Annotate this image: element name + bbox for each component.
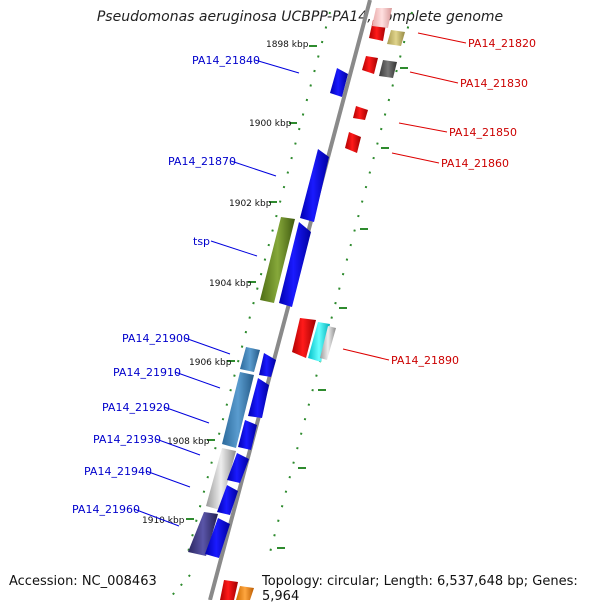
gene-pa14-21850[interactable] (353, 106, 368, 120)
kbp-label: 1910 kbp (142, 516, 185, 526)
gene-pa14-21870[interactable] (300, 149, 329, 222)
leader-line (210, 240, 258, 257)
gene-forward-5[interactable] (205, 518, 230, 558)
gene-forward-3[interactable] (248, 378, 269, 418)
gene-label[interactable]: PA14_21820 (468, 37, 536, 50)
gene-forward-2[interactable] (259, 353, 276, 377)
gene-label[interactable]: PA14_21920 (102, 401, 170, 414)
gene-forward-4[interactable] (227, 453, 249, 483)
gene-label[interactable]: PA14_21900 (122, 332, 190, 345)
leader-line (163, 406, 210, 424)
leader-line (133, 508, 180, 527)
kbp-label: 1898 kbp (266, 40, 309, 50)
tick-ruler-left (185, 11, 331, 561)
leader-line (145, 470, 191, 488)
gene-pa14-21890[interactable] (308, 322, 330, 362)
map-title: Pseudomonas aeruginosa UCBPP-PA14, compl… (96, 9, 504, 25)
gene-label[interactable]: PA14_21830 (460, 77, 528, 90)
gene-label[interactable]: PA14_21940 (84, 465, 152, 478)
gene-pa14-21900[interactable] (240, 347, 260, 372)
leader-line (230, 160, 277, 177)
gene-red-bottom[interactable] (220, 580, 238, 600)
leader-line (391, 152, 440, 164)
gene-label[interactable]: PA14_21890 (391, 354, 459, 367)
leader-line (417, 32, 467, 44)
gene-label[interactable]: PA14_21910 (113, 366, 181, 379)
gene-dark[interactable] (379, 60, 397, 78)
leader-line (342, 348, 390, 361)
gene-label[interactable]: tsp (193, 235, 210, 248)
leader-line (409, 71, 459, 84)
gene-label[interactable]: PA14_21850 (449, 126, 517, 139)
gene-forward-1[interactable] (279, 222, 311, 307)
gene-pa14-21830[interactable] (362, 56, 378, 74)
kbp-label: 1902 kbp (229, 199, 272, 209)
gene-label[interactable]: PA14_21930 (93, 433, 161, 446)
leader-line (155, 438, 201, 456)
kbp-label: 1906 kbp (189, 358, 232, 368)
leader-line (184, 337, 231, 355)
gene-label[interactable]: PA14_21870 (168, 155, 236, 168)
gene-pa14-21940[interactable] (217, 485, 238, 515)
gene-pa14-21910[interactable] (222, 372, 254, 448)
gene-red-1[interactable] (292, 318, 316, 358)
gene-orange-bottom[interactable] (236, 586, 254, 600)
gene-label[interactable]: PA14_21840 (192, 54, 260, 67)
kbp-label: 1904 kbp (209, 279, 252, 289)
gene-pa14-21930[interactable] (206, 448, 236, 510)
gene-tsp[interactable] (260, 217, 295, 303)
gene-silver-r[interactable] (320, 326, 336, 360)
gene-label[interactable]: PA14_21960 (72, 503, 140, 516)
gene-pa14-21860[interactable] (345, 132, 361, 153)
accession-text: Accession: NC_008463 (9, 574, 157, 589)
kbp-label: 1900 kbp (249, 119, 292, 129)
gene-pa14-21960[interactable] (188, 512, 218, 556)
gene-khaki[interactable] (387, 30, 405, 46)
tick-ruler-outer (167, 574, 191, 600)
leader-line (398, 122, 448, 133)
gene-label[interactable]: PA14_21860 (441, 157, 509, 170)
gene-pa14-21920[interactable] (238, 420, 257, 450)
kbp-label: 1908 kbp (167, 437, 210, 447)
leader-line (254, 59, 300, 74)
leader-line (174, 371, 221, 389)
gene-pink[interactable] (372, 8, 392, 28)
gene-pa14-21840[interactable] (330, 68, 348, 97)
